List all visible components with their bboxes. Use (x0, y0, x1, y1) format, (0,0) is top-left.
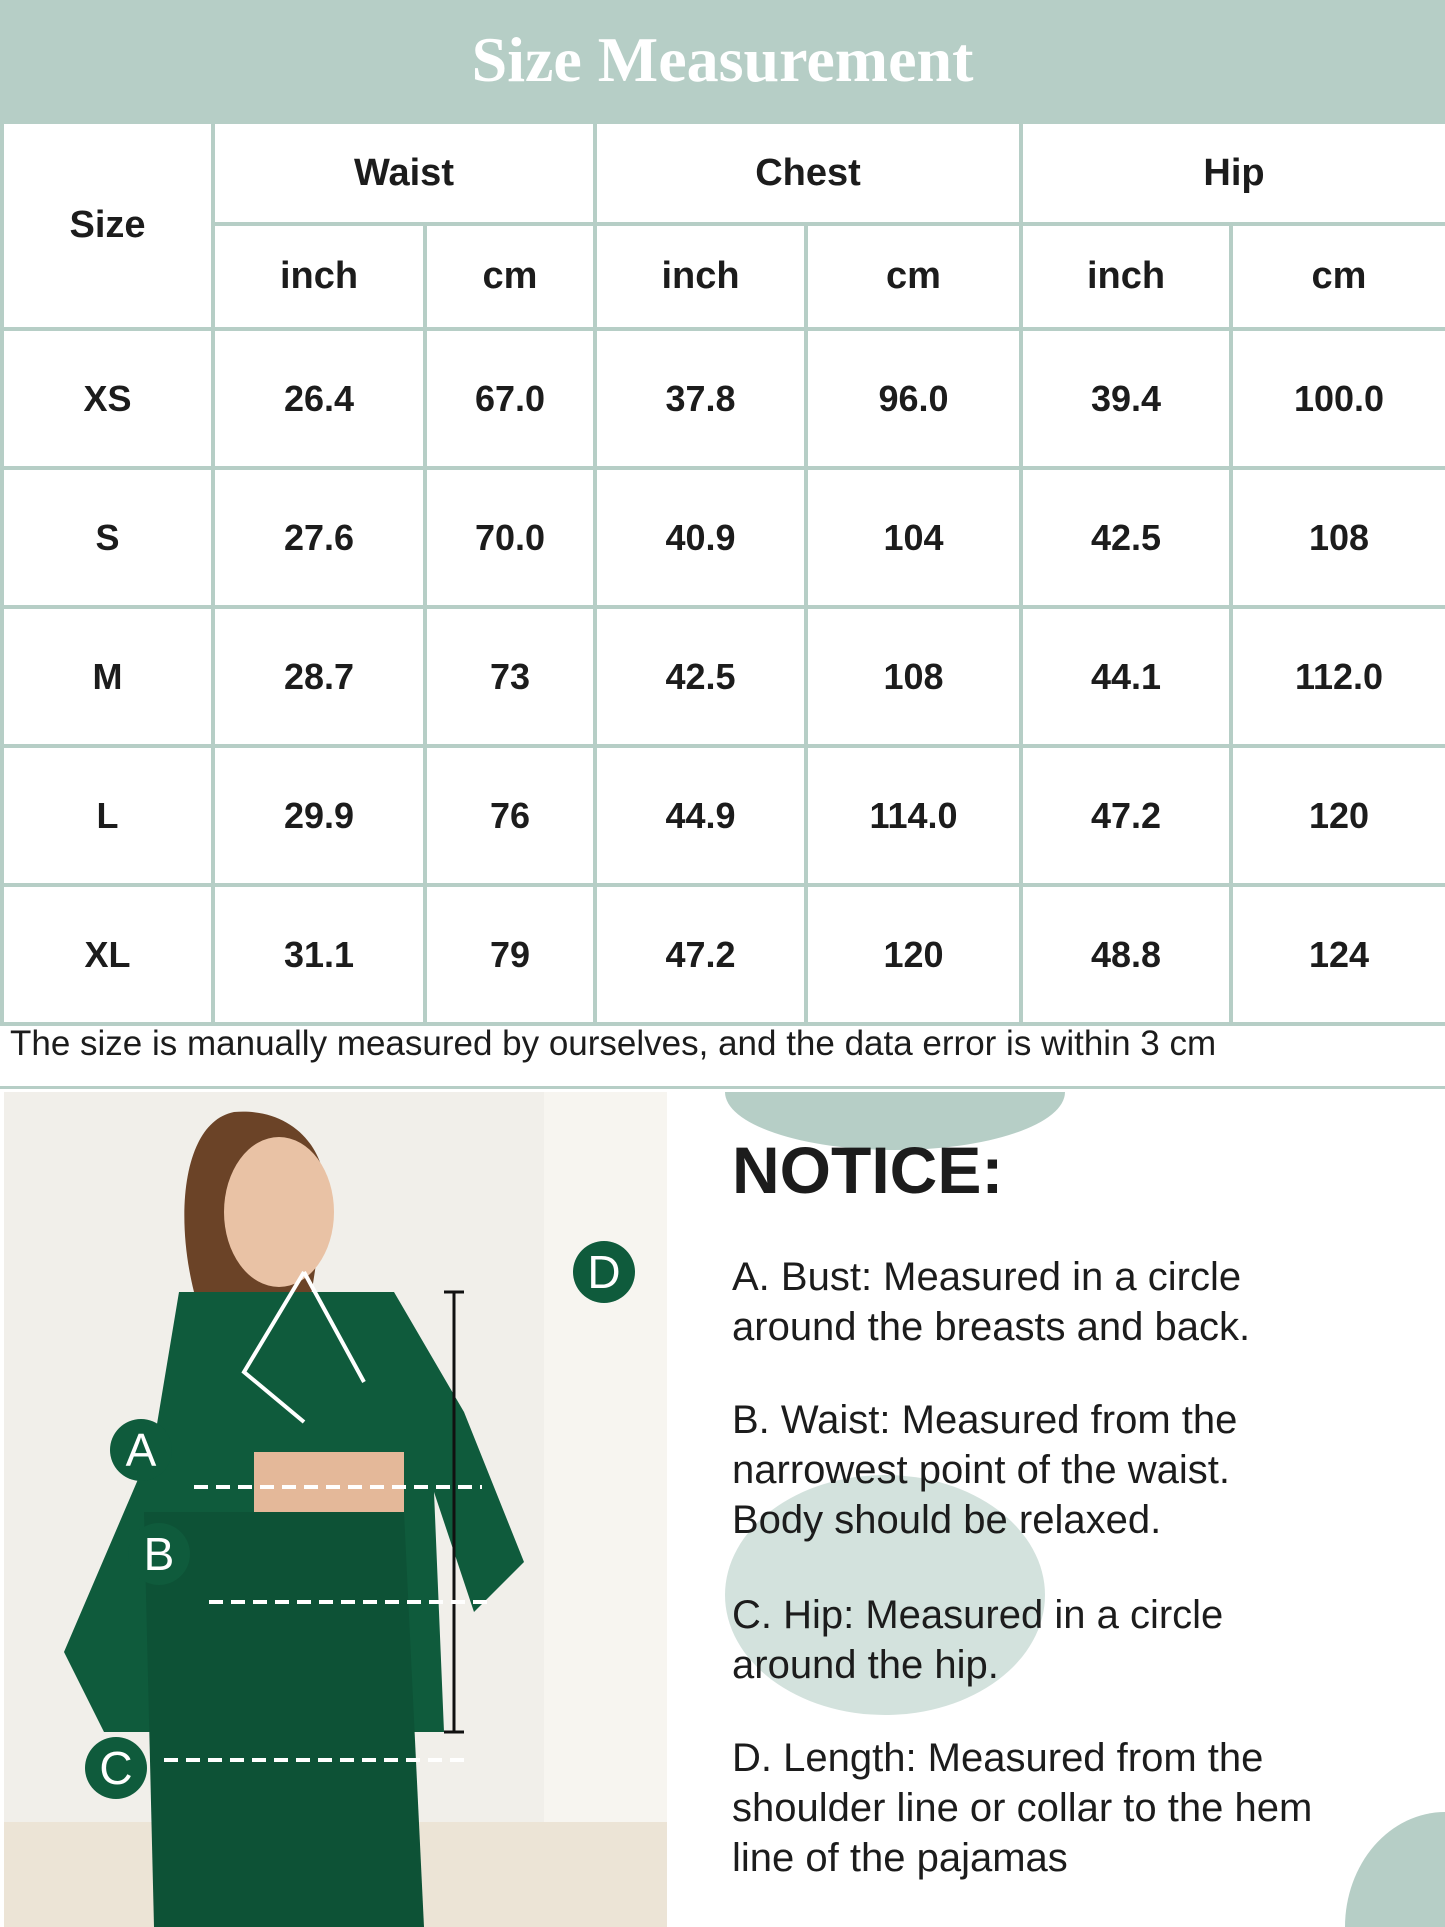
value-cell: 112.0 (1229, 605, 1445, 748)
marker-c: C (99, 1742, 132, 1794)
unit-header: cm (803, 222, 1024, 331)
notice-item: D. Length: Measured from the shoulder lin… (732, 1733, 1432, 1883)
size-cell: XS (0, 327, 215, 470)
notice-item: C. Hip: Measured in a circle around the h… (732, 1590, 1432, 1690)
value-cell: 108 (1229, 466, 1445, 609)
table-row: XL 31.1 79 47.2 120 48.8 124 (0, 883, 1445, 1026)
value-cell: 67.0 (423, 327, 597, 470)
decorative-circle (725, 1475, 1045, 1715)
notice-item: B. Waist: Measured from the narrowest poi… (732, 1395, 1432, 1545)
value-cell: 26.4 (211, 327, 427, 470)
value-cell: 47.2 (1019, 744, 1234, 887)
value-cell: 73 (423, 605, 597, 748)
notice-line: around the breasts and back. (732, 1305, 1251, 1349)
size-table: Size Waist Chest Hip inch cm inch cm inch cm … (0, 120, 1445, 1026)
notice-line: around the hip. (732, 1643, 999, 1687)
notice-line: Body should be relaxed. (732, 1498, 1162, 1542)
value-cell: 76 (423, 744, 597, 887)
size-cell: L (0, 744, 215, 887)
size-cell: S (0, 466, 215, 609)
notice-line: line of the pajamas (732, 1836, 1068, 1880)
unit-header: inch (1019, 222, 1234, 331)
marker-d-icon (573, 1241, 635, 1303)
value-cell: 37.8 (593, 327, 808, 470)
unit-header: inch (593, 222, 808, 331)
value-cell: 79 (423, 883, 597, 1026)
notice-line: A. Bust: Measured in a circle (732, 1255, 1242, 1299)
value-cell: 42.5 (593, 605, 808, 748)
value-cell: 120 (803, 883, 1024, 1026)
size-cell: XL (0, 883, 215, 1026)
value-cell: 29.9 (211, 744, 427, 887)
marker-b-icon (128, 1523, 190, 1585)
value-cell: 27.6 (211, 466, 427, 609)
value-cell: 108 (803, 605, 1024, 748)
group-header: Chest (592, 120, 1024, 226)
value-cell: 48.8 (1019, 883, 1234, 1026)
table-row: XS 26.4 67.0 37.8 96.0 39.4 100.0 (0, 327, 1445, 470)
notice-title: NOTICE: (732, 1133, 1004, 1207)
marker-lines (164, 1485, 494, 1762)
notice-line: D. Length: Measured from the (732, 1736, 1264, 1780)
size-header: Size (0, 120, 215, 331)
value-cell: 104 (803, 466, 1024, 609)
notice-line: shoulder line or collar to the hem (732, 1786, 1313, 1830)
table-row: L 29.9 76 44.9 114.0 47.2 120 (0, 744, 1445, 887)
marker-c-icon (85, 1737, 147, 1799)
table-row: S 27.6 70.0 40.9 104 42.5 108 (0, 466, 1445, 609)
footnote: The size is manually measured by ourselv… (10, 1024, 1217, 1063)
value-cell: 114.0 (803, 744, 1024, 887)
unit-header: inch (211, 222, 427, 331)
marker-a-icon (110, 1419, 172, 1481)
notice-line: C. Hip: Measured in a circle (732, 1593, 1224, 1637)
value-cell: 44.9 (593, 744, 808, 887)
value-cell: 42.5 (1019, 466, 1234, 609)
value-cell: 70.0 (423, 466, 597, 609)
value-cell: 31.1 (211, 883, 427, 1026)
title-banner: Size Measurement (0, 0, 1445, 120)
table-row: M 28.7 73 42.5 108 44.1 112.0 (0, 605, 1445, 748)
value-cell: 44.1 (1019, 605, 1234, 748)
notice-line: narrowest point of the waist. (732, 1448, 1231, 1492)
marker-d: D (587, 1246, 620, 1298)
value-cell: 100.0 (1229, 327, 1445, 470)
notice-item: A. Bust: Measured in a circle around the … (732, 1252, 1432, 1352)
marker-a: A (126, 1424, 157, 1476)
size-cell: M (0, 605, 215, 748)
divider (0, 1086, 1445, 1089)
group-header: Hip (1019, 120, 1445, 226)
value-cell: 124 (1229, 883, 1445, 1026)
measurement-illustration: A B C D (4, 1092, 667, 1927)
value-cell: 40.9 (593, 466, 808, 609)
value-cell: 39.4 (1019, 327, 1234, 470)
value-cell: 120 (1229, 744, 1445, 887)
value-cell: 96.0 (803, 327, 1024, 470)
notice-line: B. Waist: Measured from the (732, 1398, 1238, 1442)
model-photo: A B C D (4, 1092, 667, 1927)
value-cell: 28.7 (211, 605, 427, 748)
marker-b: B (144, 1528, 175, 1580)
page-title: Size Measurement (471, 24, 974, 95)
unit-header: cm (1229, 222, 1445, 331)
group-header: Waist (211, 120, 597, 226)
value-cell: 47.2 (593, 883, 808, 1026)
unit-header: cm (423, 222, 597, 331)
